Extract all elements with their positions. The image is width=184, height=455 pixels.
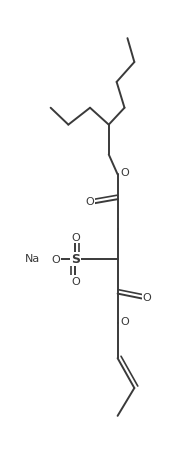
Text: Na: Na	[25, 253, 40, 263]
Text: O: O	[86, 197, 94, 207]
Text: O: O	[71, 233, 80, 243]
Text: O: O	[120, 168, 129, 178]
Text: O: O	[51, 254, 60, 264]
Text: O: O	[71, 276, 80, 286]
Text: O: O	[143, 292, 152, 302]
Text: S: S	[71, 253, 80, 266]
Text: O: O	[120, 317, 129, 327]
